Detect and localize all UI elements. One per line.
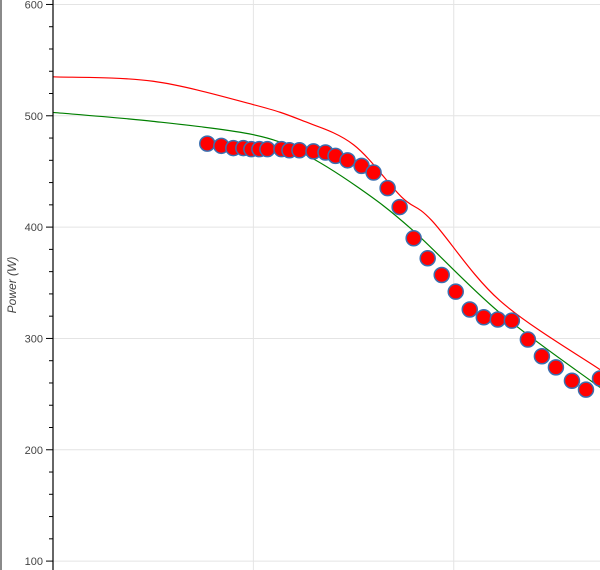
data-point <box>563 372 581 389</box>
y-tick-label: 400 <box>25 222 43 234</box>
data-point <box>503 312 521 329</box>
data-point <box>519 331 537 348</box>
left-border <box>0 0 2 570</box>
data-points <box>199 135 600 398</box>
data-point <box>461 301 479 318</box>
data-point <box>489 311 507 328</box>
data-point <box>339 152 356 169</box>
y-tick-label: 200 <box>25 445 43 457</box>
data-point <box>475 309 493 326</box>
data-point <box>419 250 436 267</box>
y-axis: 100 200 300 400 500 600 <box>25 0 54 570</box>
y-tick-label: 100 <box>25 556 43 568</box>
y-tick-label: 600 <box>25 0 43 11</box>
data-point <box>577 381 595 398</box>
y-tick-label: 500 <box>25 111 43 123</box>
data-point <box>591 370 600 387</box>
data-point <box>379 179 396 197</box>
data-point <box>447 283 464 300</box>
data-point <box>405 229 422 247</box>
y-tick-label: 300 <box>25 333 43 345</box>
grid <box>53 0 600 570</box>
data-point <box>259 140 276 158</box>
data-point <box>365 164 382 181</box>
fit-lines <box>52 76 600 388</box>
data-point <box>547 359 565 376</box>
data-point <box>533 348 551 365</box>
data-point <box>199 135 216 152</box>
data-point <box>433 266 450 284</box>
data-point <box>391 198 408 216</box>
fit-line <box>52 76 600 371</box>
data-point <box>291 142 308 159</box>
y-axis-label: Power (W) <box>5 257 19 314</box>
